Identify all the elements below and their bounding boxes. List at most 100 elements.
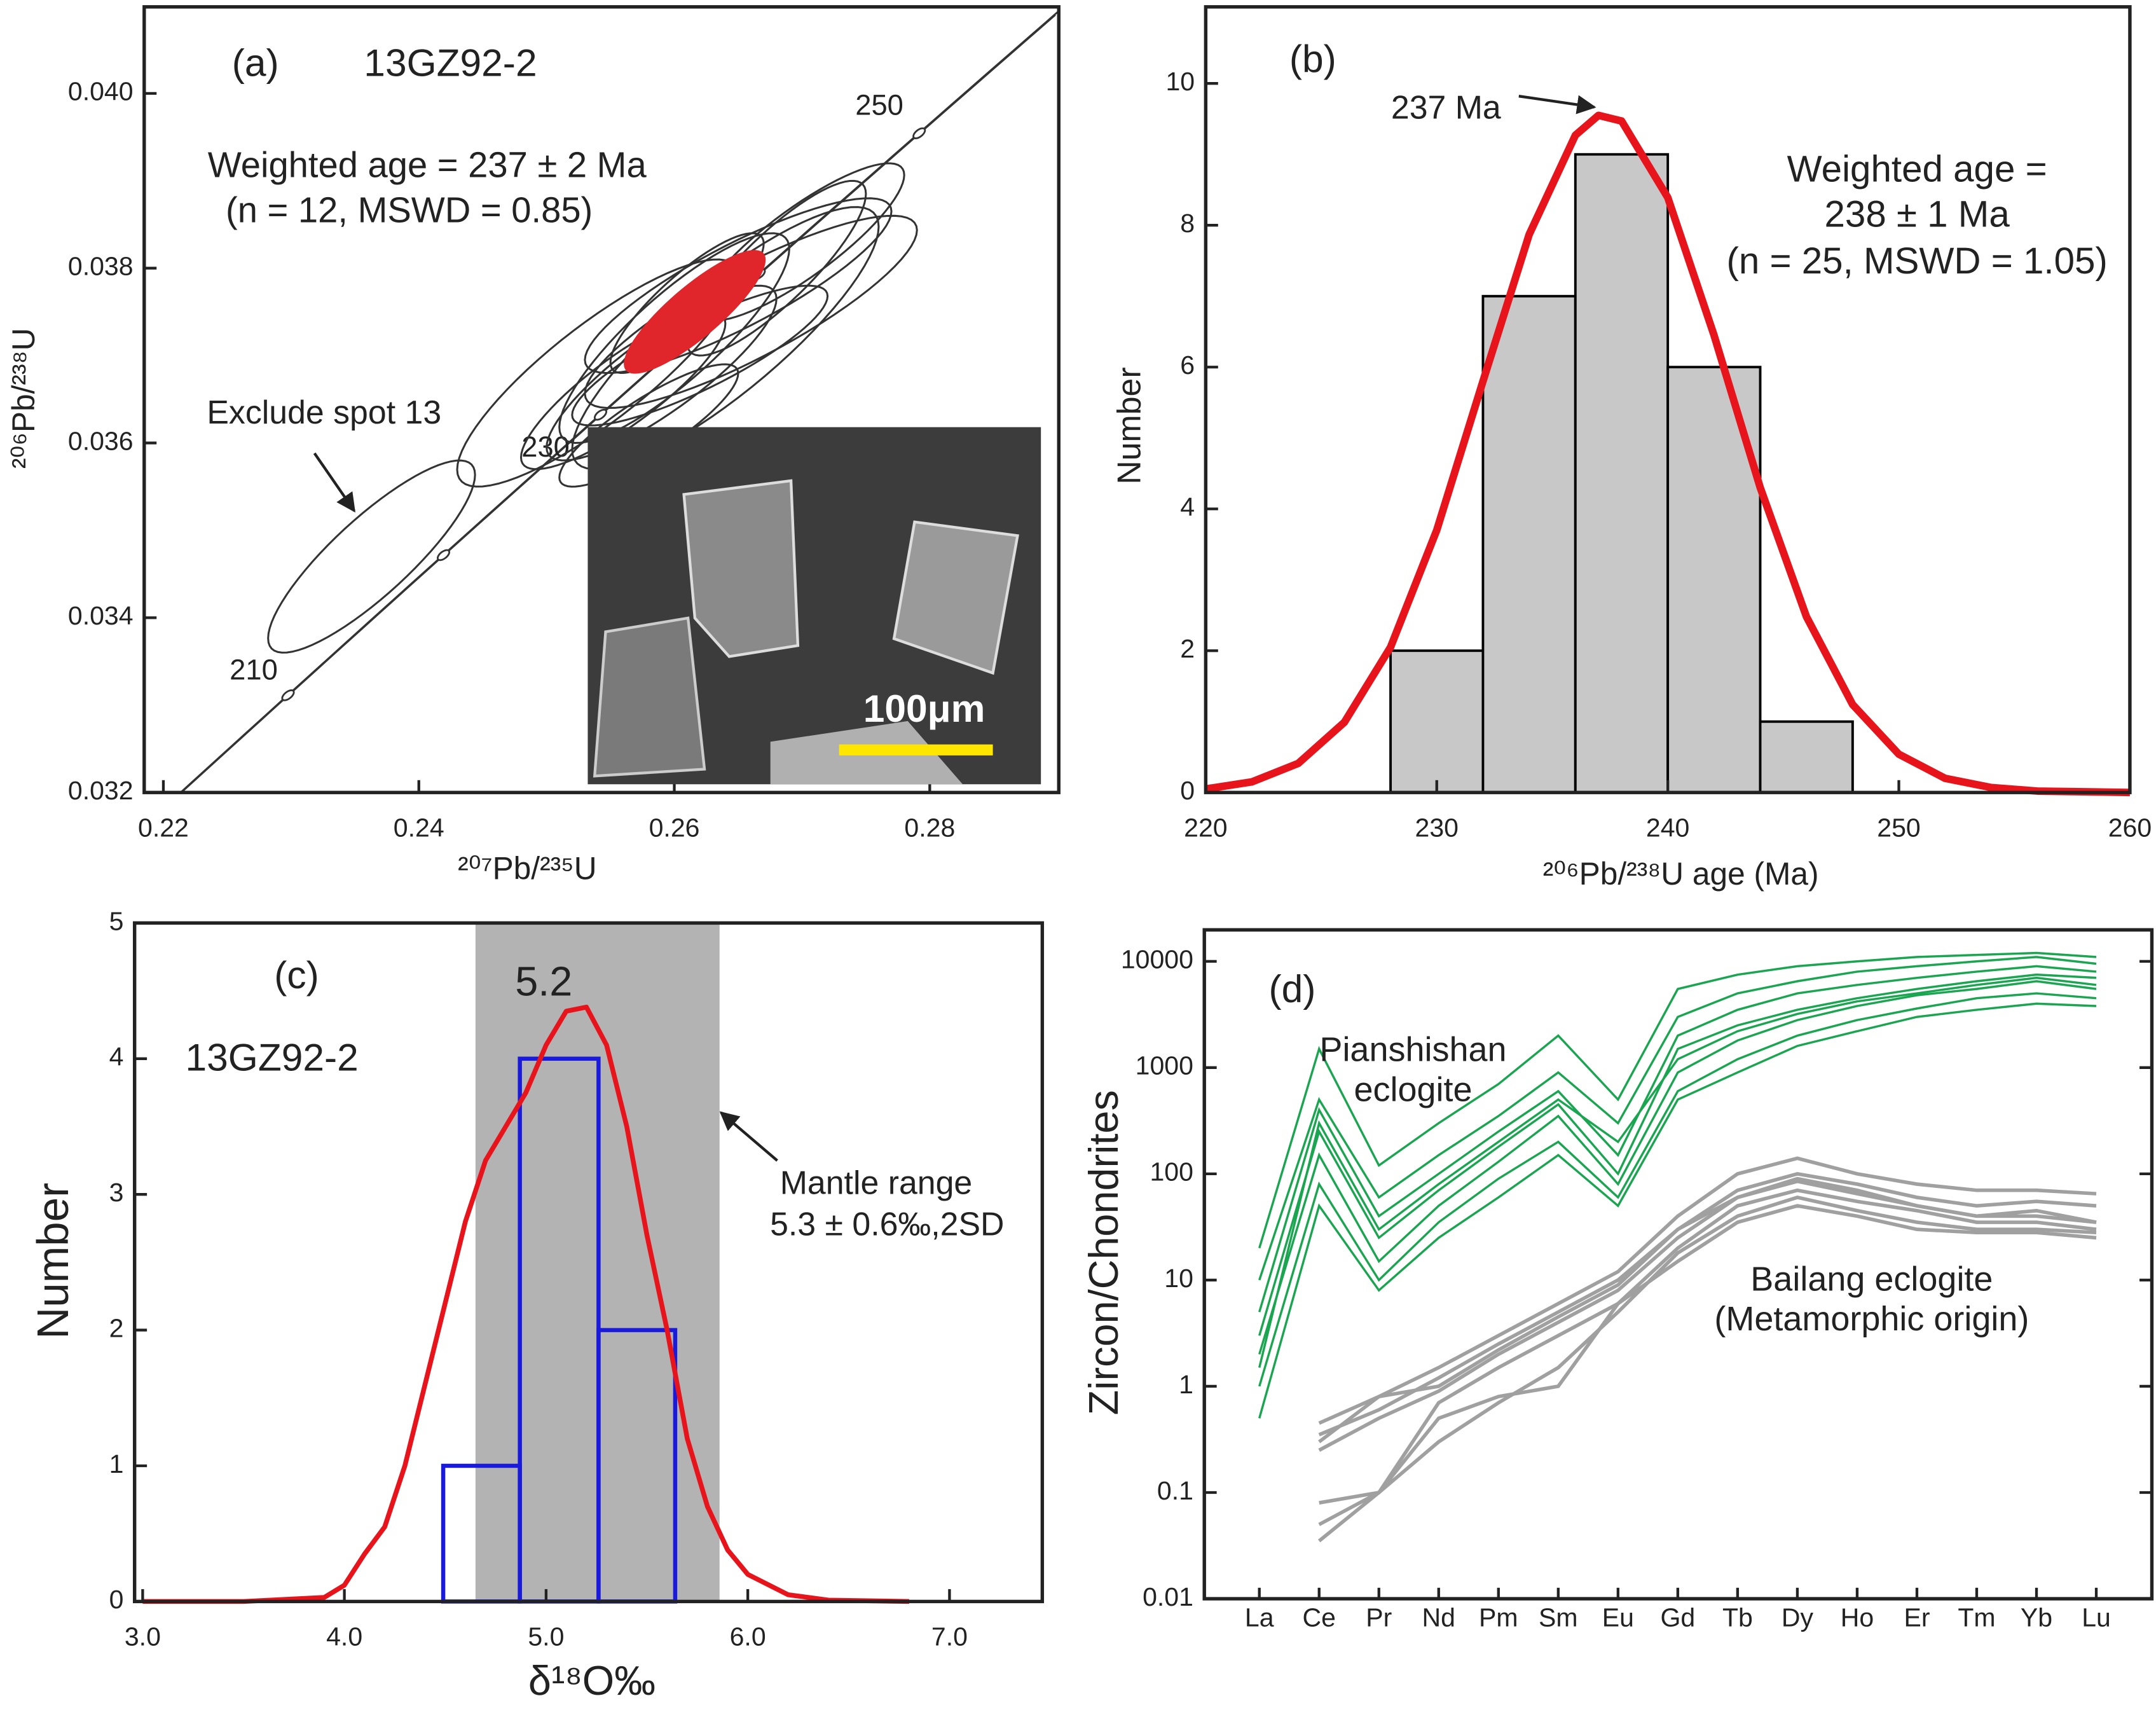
pattern-line: [1258, 1002, 2097, 1419]
pattern-line: [1258, 980, 2097, 1355]
pattern-line: [1317, 1204, 2097, 1543]
y-tick-label: 3: [109, 1178, 124, 1207]
y-tick-label: 10: [1164, 1264, 1193, 1293]
annotation: Pianshishan: [1319, 1031, 1506, 1069]
y-tick-label: 0.034: [68, 601, 134, 630]
error-ellipse: [558, 232, 790, 444]
x-tick-label: 220: [1184, 813, 1227, 842]
y-axis-title: Zircon/Chondrites: [1080, 1090, 1127, 1415]
x-axis-title: ²⁰⁶Pb/²³⁸U age (Ma): [1543, 856, 1819, 892]
fit-curve: [1205, 111, 2131, 797]
error-ellipse: [456, 258, 739, 488]
x-tick-label: 4.0: [326, 1622, 362, 1651]
arrow: [313, 452, 356, 513]
inset-image: 100μm: [587, 427, 1041, 785]
histogram-bar: [1574, 153, 1670, 794]
x-tick-label: 6.0: [730, 1622, 766, 1651]
weighted-mean-ellipse: [624, 250, 766, 374]
age-label: 250: [855, 89, 903, 121]
x-tick-label: Pm: [1479, 1603, 1518, 1632]
y-tick-label: 1: [1179, 1370, 1193, 1399]
x-tick-label: Sm: [1539, 1603, 1578, 1632]
x-tick-label: 0.28: [904, 813, 955, 842]
x-tick-label: La: [1245, 1603, 1274, 1632]
x-tick-label: Nd: [1422, 1603, 1455, 1632]
y-tick-label: 0: [1180, 776, 1195, 805]
x-tick-label: 3.0: [125, 1622, 161, 1651]
annotation: Exclude spot 13: [207, 394, 441, 431]
x-tick-label: 0.24: [394, 813, 444, 842]
y-tick-label: 0.032: [68, 776, 134, 805]
plot-frame: [132, 921, 1045, 1604]
annotation: 5.2: [515, 958, 572, 1005]
annotation: Mantle range: [780, 1164, 973, 1201]
pattern-line: [1318, 1171, 2097, 1437]
annotation: eclogite: [1354, 1070, 1472, 1108]
x-axis-title: ²⁰⁷Pb/²³⁵U: [458, 850, 596, 886]
age-marker: [281, 689, 295, 701]
y-tick-label: 1000: [1136, 1051, 1193, 1080]
pattern-line: [1258, 992, 2097, 1387]
age-marker: [593, 408, 608, 421]
pattern-line: [1258, 976, 2097, 1368]
y-tick-label: 0.01: [1143, 1582, 1193, 1611]
y-tick-label: 4: [109, 1042, 124, 1072]
x-tick-label: Yb: [2021, 1603, 2052, 1632]
y-tick-label: 2: [109, 1313, 124, 1342]
y-axis-title: ²⁰⁶Pb/²³⁸U: [6, 328, 41, 469]
error-ellipse: [584, 214, 918, 410]
x-tick-label: 250: [1877, 813, 1920, 842]
x-tick-label: Gd: [1661, 1603, 1696, 1632]
y-tick-label: 0.038: [68, 252, 134, 281]
pattern-line: [1318, 1196, 2097, 1526]
x-tick-label: Eu: [1602, 1603, 1634, 1632]
x-tick-label: Ce: [1303, 1603, 1336, 1632]
annotation: (n = 12, MSWD = 0.85): [226, 190, 593, 230]
scale-bar: [839, 744, 993, 755]
x-tick-label: 7.0: [931, 1622, 968, 1651]
panel-label: (b): [1289, 37, 1336, 80]
annotation: 5.3 ± 0.6‰,2SD: [770, 1205, 1004, 1242]
pattern-line: [1258, 965, 2097, 1313]
x-axis-title: δ¹⁸O‰: [528, 1657, 656, 1704]
error-ellipse: [584, 197, 893, 375]
sample-label: 13GZ92-2: [364, 41, 537, 85]
x-tick-label: Tm: [1958, 1603, 1995, 1632]
pattern-line: [1258, 951, 2097, 1249]
y-tick-label: 100: [1150, 1157, 1193, 1187]
x-tick-label: Ho: [1841, 1603, 1874, 1632]
y-axis-title: Number: [28, 1183, 78, 1339]
panel-label: (a): [232, 41, 279, 85]
y-tick-label: 0.1: [1157, 1476, 1193, 1505]
histogram-bar: [1759, 720, 1854, 794]
x-tick-label: 5.0: [528, 1622, 564, 1651]
annotation: 238 ± 1 Ma: [1825, 194, 2010, 235]
y-tick-label: 1: [109, 1449, 124, 1479]
panel-label: (c): [274, 953, 319, 996]
y-tick-label: 5: [109, 906, 124, 935]
plot-frame: [1204, 5, 2132, 794]
annotation: Bailang eclogite: [1750, 1260, 1993, 1298]
y-tick-label: 0.040: [68, 77, 134, 106]
pattern-line: [1318, 1179, 2097, 1444]
age-marker: [436, 549, 451, 562]
annotation: 237 Ma: [1391, 88, 1501, 125]
y-tick-label: 10: [1165, 67, 1195, 96]
age-label: 210: [230, 654, 278, 686]
histogram-bar: [1481, 294, 1577, 794]
x-tick-label: Lu: [2082, 1603, 2111, 1632]
y-tick-label: 0: [109, 1585, 124, 1614]
histogram-bar: [1389, 649, 1485, 794]
y-tick-label: 4: [1180, 492, 1195, 521]
age-marker: [912, 127, 926, 139]
x-tick-label: 240: [1646, 813, 1689, 842]
y-tick-label: 10000: [1121, 945, 1193, 974]
x-tick-label: 260: [2108, 813, 2152, 842]
x-tick-label: 0.22: [138, 813, 189, 842]
arrow: [719, 1111, 778, 1162]
arrow: [1518, 95, 1596, 114]
annotation: Weighted age =: [1787, 148, 2047, 190]
x-tick-label: 230: [1415, 813, 1459, 842]
